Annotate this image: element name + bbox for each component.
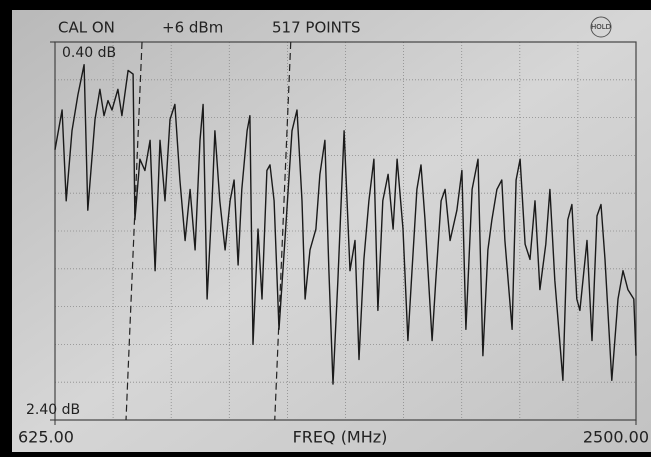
- chart: HOLD CAL ON +6 dBm 517 POINTS FREQ (MHz)…: [0, 0, 651, 457]
- page: {"chart_data": {"type": "line", "header"…: [0, 0, 651, 457]
- header-cal: CAL ON: [58, 19, 115, 37]
- y-tick-label: 2.40 dB: [26, 402, 80, 418]
- y-tick-label: 0.40 dB: [62, 45, 116, 61]
- x-tick-label: 2500.00: [583, 428, 649, 447]
- header-points: 517 POINTS: [272, 19, 361, 37]
- x-axis-label: FREQ (MHz): [293, 428, 388, 447]
- x-tick-label: 625.00: [18, 428, 74, 447]
- header-power: +6 dBm: [162, 19, 223, 37]
- hold-label: HOLD: [591, 23, 611, 31]
